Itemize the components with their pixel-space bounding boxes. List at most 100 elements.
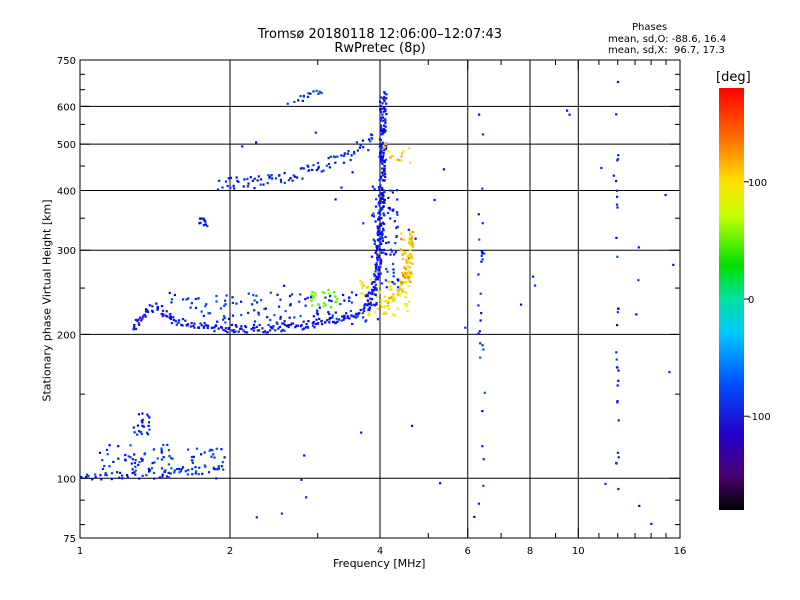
echo-point — [221, 186, 224, 189]
echo-point — [226, 331, 229, 334]
echo-point — [378, 223, 381, 226]
echo-point — [322, 302, 325, 305]
echo-point — [274, 329, 277, 332]
echo-point — [230, 323, 234, 326]
echo-point — [320, 91, 323, 95]
echo-point — [381, 102, 384, 105]
echo-point — [262, 331, 265, 334]
echo-point — [387, 301, 390, 305]
echo-point — [396, 286, 400, 289]
echo-point — [175, 323, 178, 326]
echo-point — [173, 469, 176, 472]
echo-point — [257, 311, 260, 314]
echo-point — [361, 286, 364, 289]
echo-point — [375, 287, 378, 290]
echo-point — [369, 302, 372, 306]
echo-point — [395, 235, 398, 238]
echo-point — [274, 177, 278, 180]
echo-point — [91, 478, 94, 481]
echo-point — [374, 293, 377, 296]
echo-point — [160, 447, 163, 450]
echo-point — [290, 322, 293, 325]
echo-point — [616, 451, 619, 454]
echo-point — [568, 113, 571, 116]
echo-point — [316, 312, 319, 315]
echo-point — [156, 457, 159, 460]
echo-point — [402, 273, 405, 276]
echo-point — [131, 472, 134, 475]
echo-point — [378, 290, 381, 293]
echo-point — [283, 172, 286, 175]
echo-point — [235, 325, 238, 328]
echo-point — [383, 189, 386, 192]
echo-point — [134, 459, 137, 462]
echo-point — [169, 317, 172, 320]
echo-point — [252, 326, 255, 329]
echo-point — [355, 141, 358, 144]
echo-point — [479, 292, 482, 295]
echo-point — [353, 152, 356, 155]
echo-point — [481, 133, 485, 136]
echo-point — [394, 251, 397, 254]
echo-point — [321, 290, 324, 294]
echo-point — [381, 230, 384, 233]
echo-point — [380, 145, 383, 148]
echo-point — [168, 455, 171, 458]
echo-point — [407, 259, 410, 262]
echo-point — [192, 325, 195, 328]
colorbar-tick-label: 100 — [748, 178, 767, 189]
echo-point — [483, 391, 486, 394]
echo-point — [251, 179, 254, 182]
echo-point — [132, 327, 135, 330]
echo-point — [342, 154, 345, 158]
echo-point — [203, 322, 206, 325]
echo-point — [216, 188, 220, 191]
echo-point — [407, 258, 410, 261]
echo-point — [231, 329, 234, 332]
echo-point — [328, 321, 331, 324]
echo-points-layer — [80, 80, 675, 525]
echo-point — [191, 473, 194, 476]
echo-point — [411, 424, 414, 427]
echo-point — [160, 467, 164, 470]
echo-point — [184, 319, 187, 322]
echo-point — [313, 326, 316, 329]
echo-point — [668, 371, 671, 374]
echo-point — [384, 311, 387, 314]
echo-point — [481, 252, 484, 255]
phase-info-title: Phases — [632, 22, 668, 33]
echo-point — [405, 304, 408, 307]
echo-point — [269, 318, 272, 322]
echo-point — [300, 478, 303, 481]
echo-point — [321, 323, 324, 326]
echo-point — [378, 209, 381, 212]
echo-point — [256, 179, 259, 182]
echo-point — [310, 296, 313, 299]
echo-point — [217, 466, 220, 469]
echo-point — [246, 185, 249, 188]
echo-point — [162, 313, 165, 316]
echo-point — [170, 298, 173, 301]
echo-point — [242, 185, 245, 188]
echo-point — [336, 297, 339, 301]
echo-point — [94, 473, 97, 476]
echo-point — [381, 193, 384, 197]
echo-point — [380, 128, 383, 131]
echo-point — [309, 92, 312, 95]
echo-point — [381, 158, 384, 161]
echo-point — [194, 306, 198, 309]
echo-point — [223, 316, 226, 320]
echo-point — [299, 293, 302, 296]
echo-point — [379, 155, 383, 158]
echo-point — [281, 328, 284, 331]
echo-point — [380, 151, 383, 154]
echo-point — [376, 307, 379, 310]
echo-point — [358, 146, 362, 149]
echo-point — [207, 471, 211, 474]
echo-point — [275, 321, 278, 324]
echo-point — [126, 474, 129, 477]
echo-point — [409, 161, 412, 164]
echo-point — [378, 232, 381, 236]
echo-point — [616, 189, 619, 192]
echo-point — [374, 220, 377, 223]
